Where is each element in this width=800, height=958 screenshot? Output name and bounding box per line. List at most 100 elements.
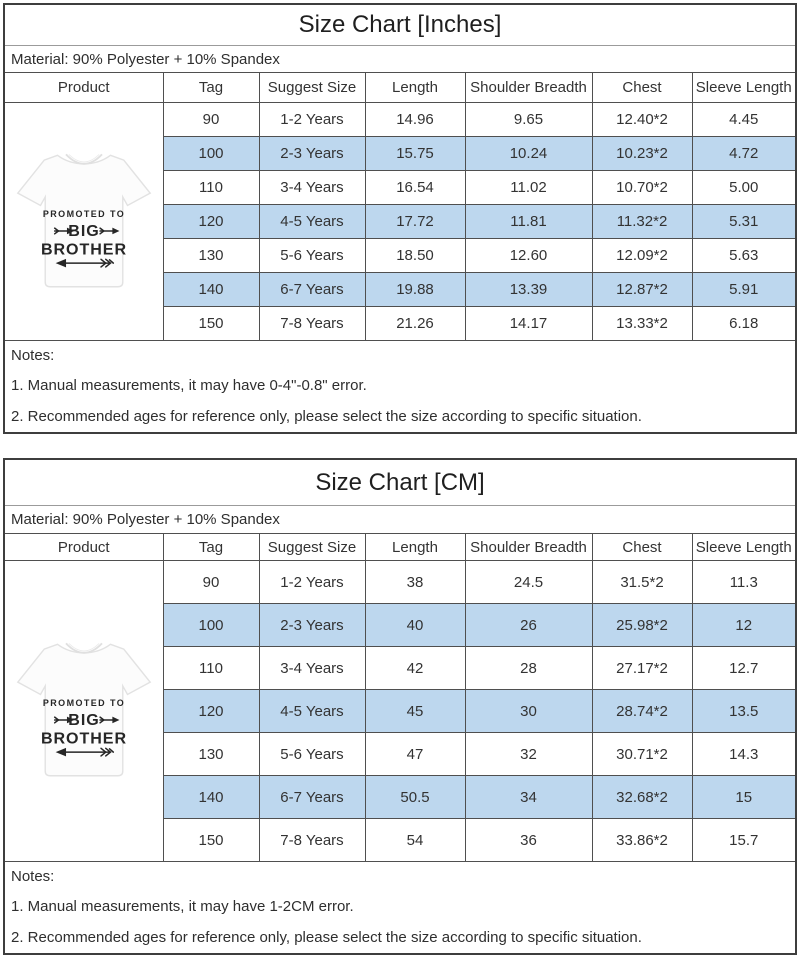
table-cell: 13.33*2 <box>591 306 693 341</box>
chart-title: Size Chart [Inches] <box>5 5 795 46</box>
column-header: Tag <box>162 533 260 561</box>
size-table-cm: Product Tag Suggest Size Length Shoulder… <box>5 533 795 862</box>
arrow-icon <box>99 226 105 235</box>
table-cell: 2-3 Years <box>258 136 366 171</box>
column-header: Suggest Size <box>258 72 366 103</box>
table-cell: 14.17 <box>464 306 593 341</box>
table-cell: 5-6 Years <box>258 732 366 776</box>
table-cell: 28.74*2 <box>591 689 693 733</box>
table-row: 120 4-5 Years 45 30 28.74*2 13.5 <box>5 689 795 733</box>
material-text: Material: 90% Polyester + 10% Spandex <box>11 511 280 528</box>
arrow-icon <box>100 747 114 757</box>
arrow-icon <box>53 226 60 235</box>
table-cell: 90 <box>162 102 260 137</box>
column-header: Sleeve Length <box>691 533 795 561</box>
table-cell: 54 <box>364 818 466 862</box>
table-cell: 42 <box>364 646 466 690</box>
table-cell: 50.5 <box>364 775 466 819</box>
table-cell: 38 <box>364 560 466 604</box>
arrow-icon <box>112 716 120 724</box>
table-cell: 17.72 <box>364 204 466 239</box>
table-cell: 4.45 <box>691 102 795 137</box>
table-cell: 2-3 Years <box>258 603 366 647</box>
table-cell: 12.40*2 <box>591 102 693 137</box>
table-row: 130 5-6 Years 18.50 12.60 12.09*2 5.63 <box>5 238 795 273</box>
arrow-icon <box>53 716 60 724</box>
table-cell: 32 <box>464 732 593 776</box>
table-cell: 140 <box>163 775 260 819</box>
table-cell: 10.24 <box>464 136 593 171</box>
column-header: Shoulder Breadth <box>464 72 593 103</box>
table-cell: 27.17*2 <box>591 646 693 690</box>
column-header: Length <box>364 72 466 103</box>
tshirt-collar <box>68 153 100 162</box>
shirt-print-line1: PROMOTED TO <box>43 698 125 708</box>
arrow-icon <box>55 747 66 757</box>
table-cell: 90 <box>162 560 260 604</box>
table-cell: 19.88 <box>364 272 466 307</box>
table-cell: 4-5 Years <box>258 204 366 239</box>
table-cell: 140 <box>163 272 260 307</box>
shirt-print-line2: BIG <box>68 711 99 729</box>
column-header: Sleeve Length <box>691 72 795 103</box>
table-row: 140 6-7 Years 50.5 34 32.68*2 15 <box>5 775 795 819</box>
table-cell: 36 <box>464 818 593 862</box>
notes-section: Notes: 1. Manual measurements, it may ha… <box>5 341 795 432</box>
table-cell: 14.96 <box>364 102 466 137</box>
table-cell: 11.02 <box>464 170 593 205</box>
table-cell: 24.5 <box>464 560 593 604</box>
column-header: Product <box>5 72 164 103</box>
table-cell: 6.18 <box>691 306 795 341</box>
table-cell: 10.23*2 <box>591 136 693 171</box>
note-item: 2. Recommended ages for reference only, … <box>11 408 642 425</box>
table-cell: 16.54 <box>364 170 466 205</box>
table-cell: 26 <box>464 603 593 647</box>
table-row: 100 2-3 Years 15.75 10.24 10.23*2 4.72 <box>5 136 795 171</box>
header-row: Product Tag Suggest Size Length Shoulder… <box>5 72 795 103</box>
table-cell: 15 <box>691 775 795 819</box>
note-item: 2. Recommended ages for reference only, … <box>11 929 642 946</box>
arrow-icon <box>100 258 114 268</box>
column-header: Chest <box>591 72 693 103</box>
table-row: PROMOTED TO BIG BROTHER 90 1-2 Years 14.96… <box>5 102 795 341</box>
table-cell: 11.3 <box>691 560 795 604</box>
table-cell: 40 <box>364 603 466 647</box>
table-cell: 13.39 <box>464 272 593 307</box>
column-header: Tag <box>162 72 260 103</box>
note-item: 1. Manual measurements, it may have 0-4"… <box>11 377 367 394</box>
chart-title: Size Chart [CM] <box>5 460 795 506</box>
table-cell: 6-7 Years <box>258 775 366 819</box>
table-row: 150 7-8 Years 21.26 14.17 13.33*2 6.18 <box>5 306 795 341</box>
table-cell: 10.70*2 <box>591 170 693 205</box>
table-cell: 47 <box>364 732 466 776</box>
table-cell: 120 <box>163 204 260 239</box>
table-cell: 33.86*2 <box>591 818 693 862</box>
table-cell: 9.65 <box>464 102 593 137</box>
table-cell: 6-7 Years <box>258 272 366 307</box>
table-cell: 30.71*2 <box>591 732 693 776</box>
table-cell: 34 <box>464 775 593 819</box>
table-cell: 45 <box>364 689 466 733</box>
note-item: 1. Manual measurements, it may have 1-2C… <box>11 898 354 915</box>
tshirt-body <box>16 643 152 777</box>
size-chart-page: Size Chart [Inches] Material: 90% Polyes… <box>3 3 797 955</box>
table-cell: 5.63 <box>691 238 795 273</box>
shirt-print-line3: BROTHER <box>41 240 127 258</box>
table-cell: 7-8 Years <box>258 818 366 862</box>
table-cell: 3-4 Years <box>258 646 366 690</box>
tshirt-collar <box>68 643 100 652</box>
table-cell: 12.60 <box>464 238 593 273</box>
tshirt-body <box>16 154 152 287</box>
table-row: PROMOTED TO BIG BROTHER 90 1-2 Years 38 24.… <box>5 560 795 862</box>
table-cell: 5.31 <box>691 204 795 239</box>
table-cell: 1-2 Years <box>258 560 366 604</box>
table-cell: 5-6 Years <box>258 238 366 273</box>
table-cell: 7-8 Years <box>258 306 366 341</box>
arrow-icon <box>66 227 74 234</box>
table-row: 100 2-3 Years 40 26 25.98*2 12 <box>5 603 795 647</box>
product-image-cell: PROMOTED TO BIG BROTHER <box>5 102 164 341</box>
table-cell: 13.5 <box>691 689 795 733</box>
notes-label: Notes: <box>11 868 55 885</box>
shirt-print-line1: PROMOTED TO <box>43 208 125 218</box>
table-cell: 1-2 Years <box>258 102 366 137</box>
